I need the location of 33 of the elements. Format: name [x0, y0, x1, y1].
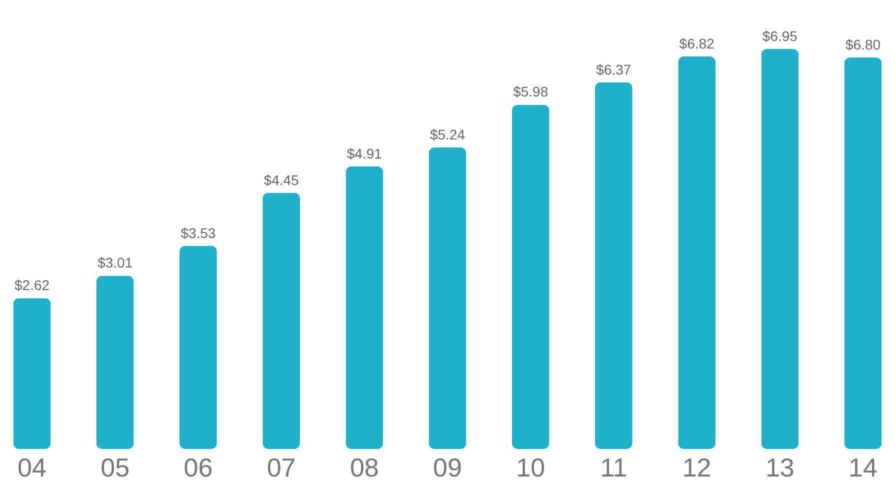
x-tick-label: 06: [184, 452, 213, 482]
bar: [678, 56, 716, 449]
x-tick-label: 04: [18, 452, 46, 482]
x-tick-label: 10: [516, 452, 546, 482]
data-label: $6.80: [845, 36, 881, 53]
bar: [844, 58, 882, 449]
bar: [595, 82, 632, 449]
x-tick-label: 11: [600, 452, 628, 482]
bar: [761, 48, 799, 449]
data-label: $5.24: [430, 126, 466, 142]
x-tick-label: 14: [848, 452, 878, 482]
bar: [180, 246, 217, 449]
data-label: $4.45: [264, 172, 300, 188]
data-label: $6.95: [762, 28, 798, 44]
x-tick-label: 12: [682, 452, 712, 482]
x-tick-label: 13: [765, 452, 794, 482]
bar: [428, 147, 466, 449]
bar: [512, 104, 550, 449]
bar: [346, 166, 384, 449]
data-label: $6.82: [679, 35, 715, 52]
data-label: $2.62: [14, 277, 50, 294]
bar: [262, 192, 300, 449]
data-label: $3.01: [98, 254, 133, 271]
data-label: $4.91: [346, 145, 382, 162]
bar: [13, 298, 51, 449]
x-tick-label: 09: [433, 452, 462, 482]
bar: [96, 276, 134, 449]
x-tick-label: 05: [100, 452, 130, 482]
x-tick-label: 08: [350, 452, 379, 482]
x-tick-label: 07: [266, 452, 296, 482]
data-label: $5.98: [513, 84, 548, 100]
data-label: $6.37: [596, 61, 632, 78]
data-label: $3.53: [180, 224, 216, 241]
